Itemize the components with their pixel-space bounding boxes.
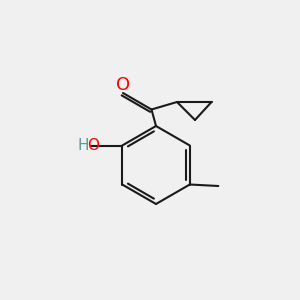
Text: O: O — [116, 76, 130, 94]
Text: O: O — [87, 138, 99, 153]
Text: H: H — [78, 138, 89, 153]
